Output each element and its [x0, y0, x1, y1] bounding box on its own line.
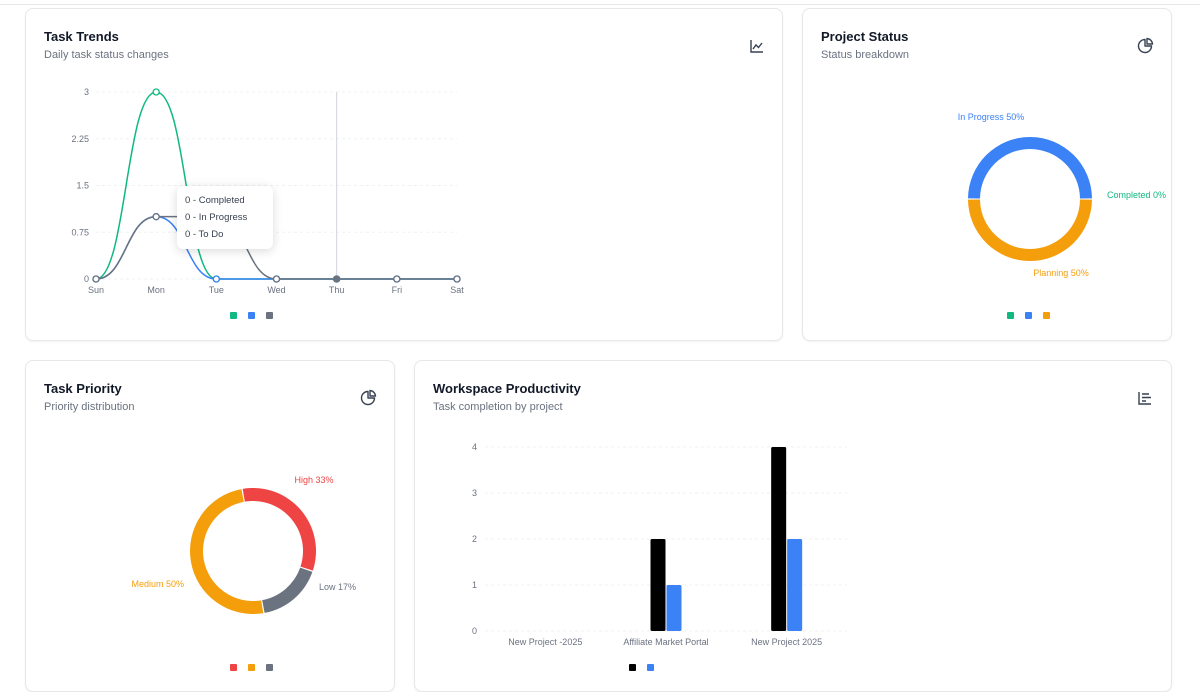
x-tick-label: Sat	[450, 285, 464, 295]
card-subtitle: Daily task status changes	[44, 49, 169, 61]
donut-slice	[189, 489, 264, 615]
data-point	[92, 275, 100, 283]
y-tick-label: 1	[472, 580, 477, 590]
data-point	[333, 275, 341, 283]
series-line	[95, 215, 457, 280]
y-tick-label: 1.5	[76, 181, 89, 191]
card-title: Task Priority	[44, 381, 122, 396]
donut-slice	[968, 199, 1092, 261]
bar	[771, 447, 787, 631]
x-tick-label: Thu	[329, 285, 345, 295]
y-tick-label: 2.25	[71, 134, 89, 144]
chart-legend	[1007, 312, 1050, 319]
slice-label: In Progress 50%	[958, 112, 1025, 122]
card-title: Workspace Productivity	[433, 381, 581, 396]
legend-high[interactable]	[230, 664, 237, 671]
data-point	[152, 213, 160, 221]
y-tick-label: 2	[472, 534, 477, 544]
slice-label: Completed 0%	[1107, 190, 1166, 200]
top-divider	[0, 4, 1200, 5]
data-point	[212, 275, 220, 283]
data-point	[453, 275, 461, 283]
x-tick-label: Affiliate Market Portal	[623, 637, 708, 647]
card-title: Task Trends	[44, 29, 119, 44]
card-title: Project Status	[821, 29, 909, 44]
tooltip-line-in-progress: 0 - In Progress	[185, 212, 248, 223]
bar	[666, 585, 682, 631]
bar	[650, 539, 666, 631]
tooltip-line-to-do: 0 - To Do	[185, 229, 224, 240]
line-chart-icon[interactable]	[748, 37, 766, 55]
y-tick-label: 0	[84, 274, 89, 284]
bar-chart-icon[interactable]	[1136, 389, 1154, 407]
card-subtitle: Status breakdown	[821, 49, 910, 61]
x-tick-label: New Project 2025	[751, 637, 822, 647]
workspace-productivity-chart: 0 1 2 3 4 New Project -2025 Affiliate Market P…	[472, 442, 847, 647]
y-tick-label: 3	[472, 488, 477, 498]
tooltip-line-completed: 0 - Completed	[185, 195, 245, 206]
pie-chart-icon[interactable]	[1136, 37, 1154, 55]
card-subtitle: Priority distribution	[44, 401, 135, 413]
legend-medium[interactable]	[248, 664, 255, 671]
legend-to-do[interactable]	[266, 312, 273, 319]
project-status-card: Project Status Status breakdown In Progr…	[802, 8, 1172, 341]
x-tick-label: Tue	[209, 285, 224, 295]
y-tick-label: 0	[472, 626, 477, 636]
slice-label: High 33%	[294, 475, 333, 485]
data-point	[152, 88, 160, 96]
chart-legend	[230, 664, 273, 671]
legend-in-progress[interactable]	[248, 312, 255, 319]
legend-in-progress[interactable]	[1025, 312, 1032, 319]
task-priority-donut: High 33% Low 17% Medium 50%	[131, 475, 356, 615]
pie-chart-icon[interactable]	[359, 389, 377, 407]
slice-label: Medium 50%	[131, 579, 184, 589]
x-tick-label: New Project -2025	[508, 637, 582, 647]
x-tick-label: Mon	[147, 285, 165, 295]
series-line	[95, 215, 457, 280]
x-tick-label: Fri	[392, 285, 403, 295]
bar	[787, 539, 803, 631]
legend-completed[interactable]	[230, 312, 237, 319]
x-tick-label: Sun	[88, 285, 104, 295]
data-point	[272, 275, 281, 283]
y-tick-label: 4	[472, 442, 477, 452]
y-tick-label: 3	[84, 87, 89, 97]
legend-low[interactable]	[266, 664, 273, 671]
slice-label: Planning 50%	[1033, 268, 1089, 278]
legend-planning[interactable]	[1043, 312, 1050, 319]
y-tick-label: 0.75	[71, 227, 89, 237]
x-tick-label: Wed	[267, 285, 285, 295]
data-point	[393, 275, 401, 283]
donut-slice	[968, 137, 1092, 199]
card-subtitle: Task completion by project	[433, 401, 563, 413]
donut-slice	[242, 488, 316, 571]
chart-legend	[629, 664, 654, 671]
donut-slice	[262, 567, 313, 613]
chart-legend	[230, 312, 273, 319]
slice-label: Low 17%	[319, 582, 356, 592]
legend-series-2[interactable]	[647, 664, 654, 671]
task-priority-card: Task Priority Priority distribution High…	[25, 360, 395, 692]
legend-series-1[interactable]	[629, 664, 636, 671]
task-trends-chart: 0 0.75 1.5 2.25 3 Sun Mon Tue Wed Thu Fri Sat	[71, 87, 464, 295]
workspace-productivity-card: Workspace Productivity Task completion b…	[414, 360, 1172, 692]
chart-tooltip: 0 - Completed 0 - In Progress 0 - To Do	[177, 186, 273, 249]
project-status-donut: In Progress 50% Completed 0% Planning 50%	[958, 112, 1166, 278]
legend-completed[interactable]	[1007, 312, 1014, 319]
